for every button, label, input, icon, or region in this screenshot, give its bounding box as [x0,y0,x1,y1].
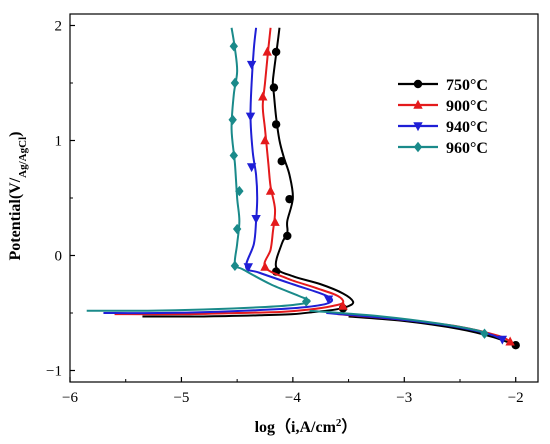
legend: 750°C 900°C 940°C 960°C [398,77,488,157]
series-marker [245,112,256,122]
x-axis-title: log（i,A/cm2） [255,417,358,436]
series-marker [271,47,281,57]
plot-frame [69,13,539,383]
legend-item: 750°C [398,77,488,94]
x-tick-label: −4 [285,390,301,406]
y-axis-title-sub: Ag/AgCl [17,137,29,178]
x-axis-title-sup: 2 [336,417,342,429]
legend-item: 960°C [398,140,488,157]
legend-swatch-marker [413,99,423,109]
legend-swatch-marker [413,79,423,89]
series-marker [246,60,257,70]
series-marker [338,300,348,310]
series-marker [283,231,292,241]
series-1 [114,27,515,346]
series-marker [229,150,238,161]
legend-swatch-marker [413,141,423,153]
series-marker [260,135,270,145]
series-marker [265,185,276,195]
series-marker [230,260,240,272]
x-tick-label: −3 [396,390,412,406]
legend-label: 960°C [446,140,488,157]
series-marker [235,185,244,197]
series-marker [270,216,280,226]
x-axis-title-text: log（i,A/cm [255,418,337,436]
y-axis-title-end: ) [7,132,24,137]
y-tick-label: 0 [55,249,63,265]
x-tick-label: −6 [62,390,78,406]
series-marker [302,296,311,307]
series-marker [229,41,238,52]
x-tick-label: −2 [508,390,524,406]
series-marker [262,46,272,56]
x-tick-label: −5 [173,390,189,406]
y-axis-title: Potential(V/Ag/AgCl) [7,132,29,261]
series-3 [86,27,489,339]
series-marker [230,77,240,89]
legend-item: 940°C [398,119,488,136]
series-marker [277,157,286,166]
legend-label: 940°C [446,119,488,136]
series-marker [497,335,508,345]
series-marker [243,263,253,273]
series-marker [258,91,268,101]
x-axis-title-end: ） [341,418,357,436]
axes: −6 −5 −4 −3 −2 −1 0 1 2 [46,13,539,406]
series-marker [251,215,261,224]
y-tick-label: 2 [55,19,63,35]
series-marker [269,83,279,92]
series-marker [323,295,334,305]
series-marker [228,114,237,125]
series-marker [480,328,489,339]
legend-swatch-marker [413,122,423,132]
series-marker [511,341,520,350]
series-line [114,27,345,316]
series-layer [86,27,520,350]
series-marker [246,163,257,173]
series-cathodic-line [348,315,517,347]
series-line [103,27,334,315]
y-tick-label: −1 [46,364,62,380]
series-cathodic-line [309,309,486,335]
series-marker [285,194,294,204]
legend-label: 900°C [446,98,488,115]
series-marker [232,223,242,235]
series-2 [103,27,508,345]
y-axis-title-text: Potential(V/ [7,177,24,260]
legend-item: 900°C [398,98,488,115]
series-marker [505,336,515,346]
series-marker [271,120,281,129]
y-tick-label: 1 [55,134,63,150]
series-marker [260,261,270,271]
legend-label: 750°C [446,77,488,94]
